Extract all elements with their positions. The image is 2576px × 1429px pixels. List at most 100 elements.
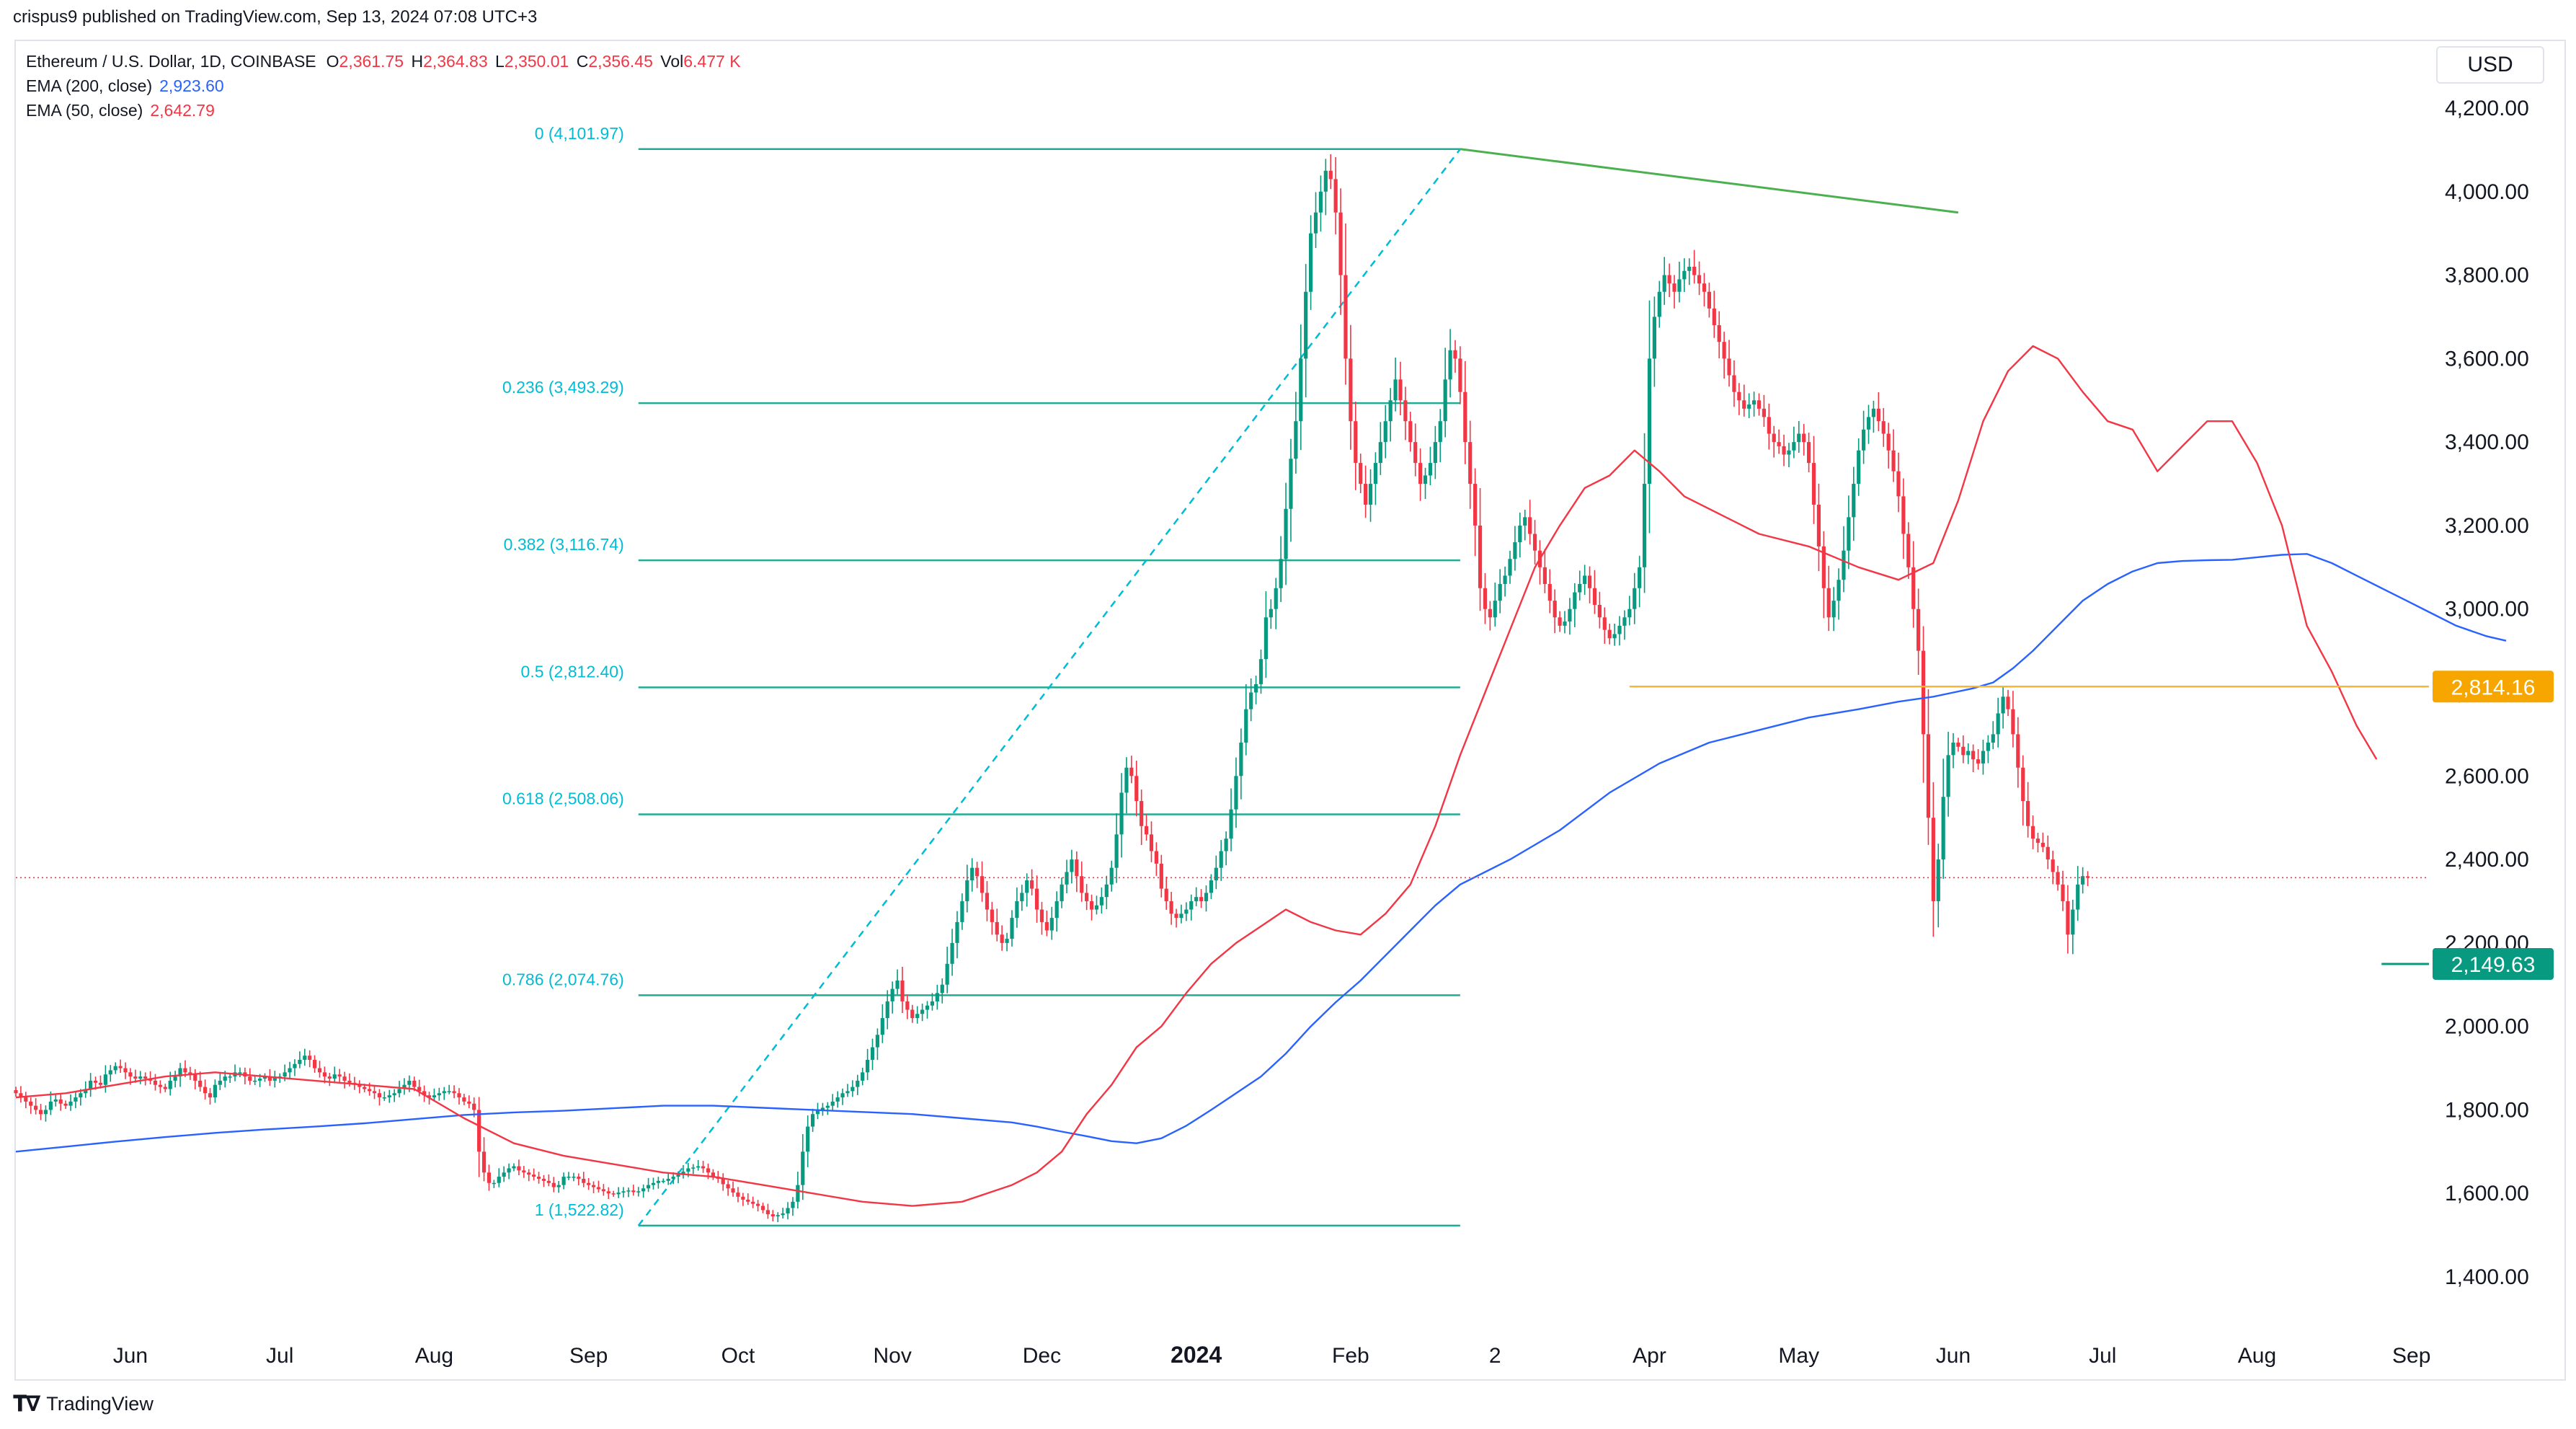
candle-body xyxy=(1354,421,1358,464)
candle-body xyxy=(2061,884,2065,901)
candle-body xyxy=(337,1074,342,1077)
candle-body xyxy=(1881,421,1886,434)
currency-selector[interactable]: USD xyxy=(2436,46,2544,84)
candle-body xyxy=(2066,901,2070,935)
candle-body xyxy=(1677,279,1682,292)
candle-body xyxy=(1194,897,1199,901)
time-tick-label: Jul xyxy=(2089,1344,2116,1368)
candle-body xyxy=(1304,291,1308,359)
price-tick-label: 1,800.00 xyxy=(2445,1098,2529,1122)
candle-body xyxy=(1034,888,1039,910)
candle-body xyxy=(791,1201,795,1208)
ema200-row[interactable]: EMA (200, close) 2,923.60 xyxy=(26,74,741,98)
candle-body xyxy=(806,1126,810,1152)
candle-body xyxy=(1478,525,1483,588)
candle-body xyxy=(208,1093,213,1098)
candle-body xyxy=(1164,888,1168,901)
candle-body xyxy=(1532,534,1537,551)
candle-body xyxy=(223,1076,227,1081)
candle-body xyxy=(870,1047,875,1060)
candle-body xyxy=(676,1174,680,1177)
candle-body xyxy=(452,1091,456,1094)
candle-body xyxy=(363,1087,367,1089)
candle-body xyxy=(327,1076,332,1079)
candle-body xyxy=(1901,496,1906,534)
candle-body xyxy=(522,1170,526,1173)
candle-body xyxy=(108,1070,112,1075)
candle-body xyxy=(726,1184,730,1189)
candle-body xyxy=(706,1168,711,1173)
time-tick-label: Sep xyxy=(2392,1344,2430,1368)
time-tick-label: Jul xyxy=(266,1344,293,1368)
candle-body xyxy=(1488,609,1492,618)
time-tick-label: Jun xyxy=(113,1344,148,1368)
time-tick-label: Jun xyxy=(1936,1344,1971,1368)
candle-body xyxy=(1633,588,1637,609)
candle-body xyxy=(253,1080,257,1082)
candle-body xyxy=(1627,609,1632,618)
candle-body xyxy=(103,1074,107,1085)
candle-body xyxy=(856,1080,860,1087)
candle-body xyxy=(492,1182,496,1185)
candle-body xyxy=(1583,575,1587,584)
price-tick-label: 2,600.00 xyxy=(2445,764,2529,788)
candle-body xyxy=(1821,546,1826,588)
candle-body xyxy=(1767,417,1771,434)
candle-body xyxy=(1338,212,1343,275)
candle-body xyxy=(402,1084,407,1089)
candle-body xyxy=(1428,463,1433,476)
candle-body xyxy=(467,1101,471,1104)
candle-body xyxy=(636,1191,641,1193)
candle-body xyxy=(815,1110,820,1115)
price-axis: 1,400.001,600.001,800.002,000.002,200.00… xyxy=(2433,97,2554,1289)
symbol-row: Ethereum / U.S. Dollar, 1D, COINBASE O2,… xyxy=(26,49,741,74)
price-tick-label: 3,000.00 xyxy=(2445,598,2529,621)
candle-body xyxy=(1727,358,1731,376)
candle-body xyxy=(1199,897,1204,901)
candle-body xyxy=(890,988,894,1001)
candle-body xyxy=(1403,400,1408,422)
candle-body xyxy=(407,1080,412,1085)
candle-body xyxy=(93,1080,98,1083)
candle-body xyxy=(1578,583,1582,593)
candle-body xyxy=(168,1080,172,1089)
tradingview-brand[interactable]: 𝐓∇ TradingView xyxy=(13,1392,154,1417)
candle-body xyxy=(1717,325,1721,342)
candle-body xyxy=(1513,542,1517,559)
candle-body xyxy=(551,1182,556,1187)
candle-body xyxy=(696,1166,701,1168)
candle-body xyxy=(1722,342,1726,359)
candle-body xyxy=(1294,421,1298,459)
ema50-row[interactable]: EMA (50, close) 2,642.79 xyxy=(26,98,741,123)
candle-body xyxy=(1020,893,1024,901)
support-price-badge xyxy=(2433,671,2554,703)
candle-body xyxy=(711,1172,715,1177)
candle-body xyxy=(1433,442,1437,464)
candle-body xyxy=(556,1185,561,1187)
candle-body xyxy=(606,1191,610,1194)
time-tick-label: 2024 xyxy=(1171,1342,1222,1368)
candle-body xyxy=(671,1177,675,1179)
candle-body xyxy=(2046,846,2050,860)
candle-body xyxy=(1253,683,1258,693)
candle-body xyxy=(357,1084,362,1087)
candle-body xyxy=(1762,408,1767,417)
candle-body xyxy=(721,1178,725,1185)
candle-body xyxy=(2085,876,2090,878)
candle-body xyxy=(1473,484,1478,526)
candle-body xyxy=(158,1084,162,1087)
candle-body xyxy=(1184,909,1189,914)
candle-body xyxy=(288,1068,292,1073)
price-tick-label: 2,400.00 xyxy=(2445,848,2529,872)
candle-body xyxy=(1871,408,1876,417)
candle-body xyxy=(1154,851,1158,864)
candle-body xyxy=(1448,350,1452,380)
candle-body xyxy=(915,1014,920,1019)
candle-body xyxy=(1049,918,1054,931)
candle-body xyxy=(1483,588,1488,609)
candle-body xyxy=(546,1180,551,1183)
candle-body xyxy=(935,993,939,1001)
candle-body xyxy=(178,1068,182,1077)
candle-body xyxy=(1333,179,1338,213)
